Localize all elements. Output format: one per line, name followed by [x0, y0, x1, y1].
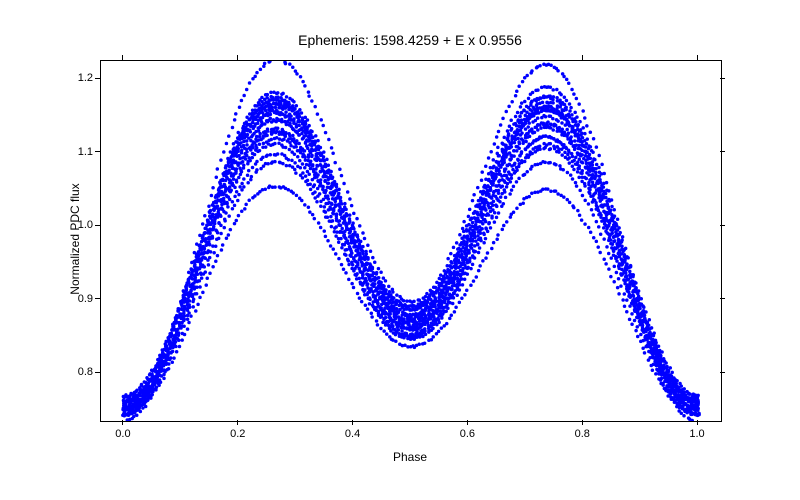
- x-tick: [237, 420, 238, 425]
- chart-axes: [100, 60, 722, 422]
- x-tick: [122, 420, 123, 425]
- x-axis-label: Phase: [100, 450, 720, 464]
- figure: Ephemeris: 1598.4259 + E x 0.9556 Phase …: [0, 0, 800, 500]
- x-tick: [467, 420, 468, 425]
- y-tick-label: 1.0: [65, 219, 93, 231]
- scatter-plot: [101, 61, 721, 421]
- x-tick-label: 1.0: [689, 428, 704, 440]
- chart-title: Ephemeris: 1598.4259 + E x 0.9556: [100, 32, 720, 48]
- y-tick: [720, 151, 725, 152]
- y-axis-label: Normalized PDC flux: [68, 179, 82, 299]
- x-tick: [237, 55, 238, 60]
- y-tick-label: 0.8: [65, 366, 93, 378]
- x-tick-label: 0.8: [575, 428, 590, 440]
- y-tick-label: 0.9: [65, 293, 93, 305]
- x-tick: [697, 420, 698, 425]
- y-tick: [720, 78, 725, 79]
- y-tick: [720, 372, 725, 373]
- y-tick: [95, 151, 100, 152]
- y-tick-label: 1.1: [65, 146, 93, 158]
- y-tick-label: 1.2: [65, 72, 93, 84]
- x-tick: [582, 55, 583, 60]
- x-tick: [467, 55, 468, 60]
- x-tick: [697, 55, 698, 60]
- y-tick: [95, 78, 100, 79]
- y-tick: [95, 372, 100, 373]
- x-tick-label: 0.6: [460, 428, 475, 440]
- x-tick: [352, 420, 353, 425]
- x-tick-label: 0.2: [230, 428, 245, 440]
- x-tick-label: 0.4: [345, 428, 360, 440]
- x-tick: [582, 420, 583, 425]
- y-tick: [720, 225, 725, 226]
- y-tick: [720, 298, 725, 299]
- x-tick-label: 0.0: [115, 428, 130, 440]
- y-tick: [95, 225, 100, 226]
- x-tick: [122, 55, 123, 60]
- y-tick: [95, 298, 100, 299]
- x-tick: [352, 55, 353, 60]
